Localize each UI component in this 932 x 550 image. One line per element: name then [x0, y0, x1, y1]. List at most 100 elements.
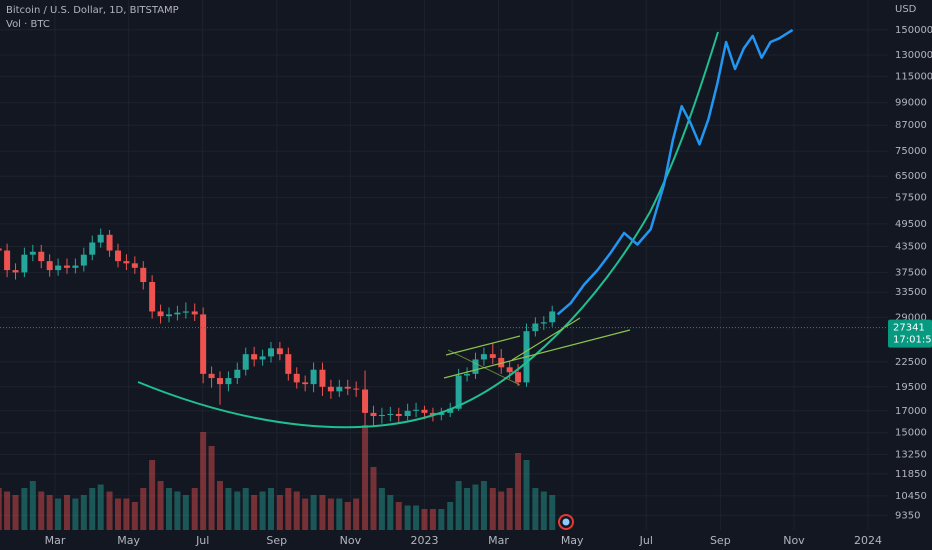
y-tick-label: 115000: [895, 71, 932, 82]
candle-body: [302, 382, 309, 385]
volume-bar: [549, 495, 556, 530]
candle-body: [225, 378, 232, 385]
drawings: [137, 31, 719, 429]
candle-body: [480, 354, 487, 360]
candle-body: [353, 388, 360, 390]
candle-body: [21, 254, 28, 273]
candle-body: [472, 359, 479, 374]
x-tick-label: 2024: [854, 534, 882, 547]
candle-body: [89, 242, 96, 255]
volume-bar: [268, 488, 275, 530]
candle-body: [80, 254, 87, 266]
candle-body: [447, 408, 454, 413]
y-tick-label: 10450: [895, 491, 927, 502]
y-tick-label: 11850: [895, 469, 927, 480]
y-tick-label: 15000: [895, 428, 927, 439]
volume-bar: [319, 495, 326, 530]
volume-bar: [234, 491, 241, 530]
y-tick-label: 87000: [895, 120, 927, 131]
candle-body: [293, 373, 300, 383]
candle-body: [200, 314, 207, 374]
volume-bar: [217, 481, 224, 530]
volume-bar: [140, 488, 147, 530]
candle-body: [276, 348, 283, 355]
candle-body: [165, 314, 172, 317]
volume-bar: [370, 467, 377, 530]
candle-body: [140, 267, 147, 283]
volume-bar: [208, 446, 215, 530]
x-tick-label: Mar: [45, 534, 66, 547]
candle-body: [404, 410, 411, 417]
projection-line: [556, 28, 794, 316]
volume-bar: [97, 484, 104, 530]
candle-body: [106, 234, 113, 251]
candle-body: [413, 409, 420, 411]
countdown-label: 17:01:52: [893, 335, 932, 346]
candle-body: [438, 412, 445, 415]
volume-bar: [55, 498, 62, 530]
candle-body: [506, 367, 513, 373]
x-tick-label: May: [561, 534, 584, 547]
axes: 150000 130000 115000 99000 87000 75000 65000 57…: [0, 25, 932, 547]
volume-bar: [251, 495, 258, 530]
volume-bar: [404, 505, 411, 530]
candle-body: [123, 261, 130, 264]
y-tick-label: 17000: [895, 406, 927, 417]
candle-body: [114, 250, 121, 262]
candle-body: [429, 412, 436, 415]
candle-body: [540, 322, 547, 324]
y-tick-label: 13250: [895, 449, 927, 460]
candle-body: [532, 323, 539, 332]
volume-bar: [200, 432, 207, 530]
x-tick-label: Sep: [710, 534, 731, 547]
candle-body: [234, 369, 241, 379]
volume-bar: [38, 491, 45, 530]
y-tick-label: 130000: [895, 50, 932, 61]
grid: [0, 0, 888, 530]
volume-bar: [149, 460, 156, 530]
candle-body: [4, 250, 11, 271]
last-price-label: 27341: [893, 323, 925, 334]
volume-layer: [0, 425, 556, 530]
volume-bar: [532, 488, 539, 530]
last-price-tag: [888, 319, 932, 348]
y-tick-label: 9350: [895, 510, 920, 521]
candle-body: [12, 270, 19, 273]
candle-body: [362, 389, 369, 413]
candle-body: [174, 312, 181, 315]
candle-body: [38, 251, 45, 262]
candle-body: [242, 354, 249, 370]
volume-bar: [123, 498, 130, 530]
y-tick-label: 99000: [895, 98, 927, 109]
candle-body: [327, 386, 334, 392]
x-tick-label: Mar: [488, 534, 509, 547]
x-tick-label: Jul: [639, 534, 653, 547]
volume-bar: [293, 491, 300, 530]
x-tick-label: Jul: [195, 534, 209, 547]
curve-drawing: [137, 31, 719, 429]
volume-bar: [336, 498, 343, 530]
volume-bar: [29, 481, 36, 530]
volume-bar: [362, 425, 369, 530]
candle-body: [395, 413, 402, 417]
candle-body: [97, 234, 104, 243]
volume-bar: [242, 488, 249, 530]
volume-bar: [72, 498, 79, 530]
candle-body: [217, 378, 224, 385]
candle-body: [208, 373, 215, 379]
candle-body: [63, 265, 70, 268]
volume-bar: [165, 488, 172, 530]
candle-body: [259, 356, 266, 360]
volume-bar: [395, 502, 402, 530]
candle-body: [268, 348, 275, 357]
volume-bar: [225, 488, 232, 530]
volume-bar: [327, 498, 334, 530]
candle-body: [310, 369, 317, 385]
volume-bar: [378, 488, 385, 530]
volume-bar: [106, 491, 113, 530]
volume-bar: [429, 509, 436, 530]
volume-bar: [480, 481, 487, 530]
x-tick-label: Sep: [266, 534, 287, 547]
